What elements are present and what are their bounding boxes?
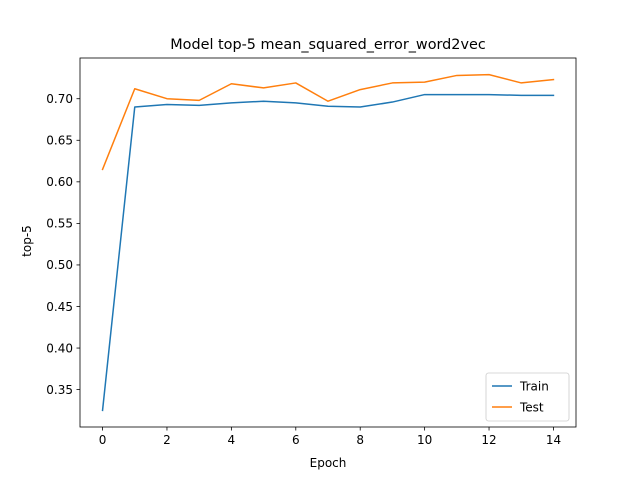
y-tick-label: 0.65 (46, 134, 73, 148)
y-tick-label: 0.60 (46, 175, 73, 189)
plot-area: 0 2 4 6 8 10 12 14 0.35 0.40 0.45 0.50 0.55 0.60 0.65 0… (46, 57, 577, 447)
y-tick-label: 0.55 (46, 217, 73, 231)
y-tick-label: 0.45 (46, 300, 73, 314)
y-tick-label: 0.40 (46, 341, 73, 355)
y-tick-label: 0.70 (46, 92, 73, 106)
y-axis-label: top-5 (20, 225, 34, 257)
series-line-train (101, 93, 555, 412)
y-tick-label: 0.50 (46, 258, 73, 272)
x-axis-label: Epoch (310, 456, 347, 470)
legend-label-train: Train (519, 380, 549, 394)
axes-frame (79, 57, 577, 428)
x-tick-label: 12 (481, 433, 496, 447)
x-tick-label: 14 (546, 433, 561, 447)
legend-label-test: Test (519, 401, 544, 415)
y-tick-label: 0.35 (46, 383, 73, 397)
x-tick-label: 4 (228, 433, 236, 447)
x-tick-label: 0 (99, 433, 107, 447)
series-line-test (101, 73, 555, 171)
legend-box (485, 372, 570, 422)
chart-title: Model top-5 mean_squared_error_word2vec (170, 37, 486, 53)
x-tick-label: 10 (417, 433, 432, 447)
x-tick-label: 2 (163, 433, 171, 447)
x-tick-label: 6 (292, 433, 300, 447)
x-tick-label: 8 (356, 433, 364, 447)
